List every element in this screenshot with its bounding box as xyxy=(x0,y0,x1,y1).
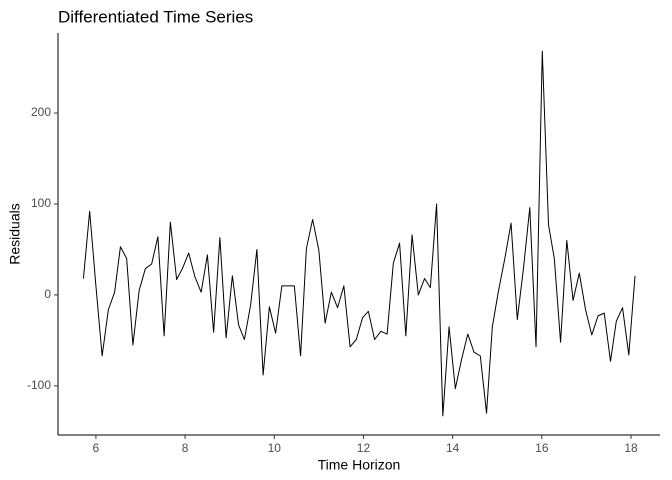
x-tick-label: 14 xyxy=(446,441,460,455)
x-tick-label: 12 xyxy=(357,441,371,455)
x-tick-label: 10 xyxy=(268,441,282,455)
y-tick-label: 100 xyxy=(31,196,51,210)
x-tick-label: 18 xyxy=(624,441,638,455)
x-tick-label: 8 xyxy=(182,441,189,455)
line-series xyxy=(82,50,636,417)
chart-title: Differentiated Time Series xyxy=(58,7,253,26)
y-tick-label: 200 xyxy=(31,105,51,119)
y-tick-label: 0 xyxy=(44,287,51,301)
x-axis-title: Time Horizon xyxy=(318,457,401,473)
x-tick-label: 6 xyxy=(93,441,100,455)
x-tick-label: 16 xyxy=(535,441,549,455)
y-axis-title: Residuals xyxy=(7,203,23,264)
y-tick-label: -100 xyxy=(27,378,51,392)
